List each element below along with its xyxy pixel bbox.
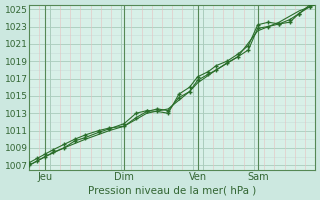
X-axis label: Pression niveau de la mer( hPa ): Pression niveau de la mer( hPa ): [88, 185, 256, 195]
